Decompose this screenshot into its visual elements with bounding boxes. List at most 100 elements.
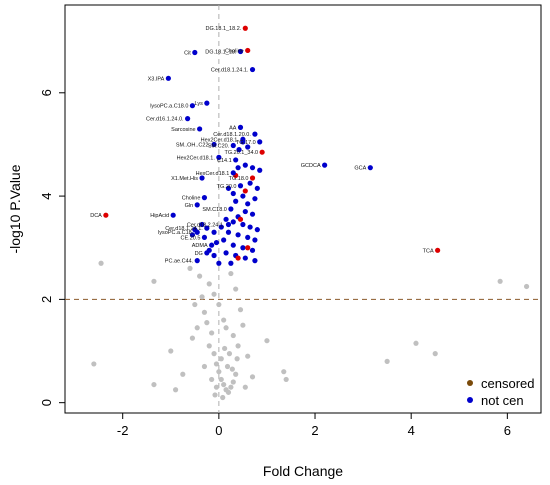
point-labels: DG.18.1_18.2.Cit DG.18.1_18.CholineCer.d1… <box>90 26 434 264</box>
data-point <box>230 142 236 149</box>
data-point <box>189 232 196 238</box>
data-point <box>201 234 208 241</box>
data-point <box>221 381 227 388</box>
y-tick-label: 2 <box>39 296 54 303</box>
data-point <box>497 278 503 284</box>
data-point <box>245 201 251 207</box>
plot-frame <box>64 4 542 414</box>
data-point <box>225 389 232 395</box>
data-point <box>223 250 229 256</box>
data-point <box>220 394 226 401</box>
data-point <box>180 371 186 377</box>
data-point <box>233 157 239 163</box>
data-point <box>229 366 235 372</box>
data-point <box>228 384 234 390</box>
data-point <box>283 376 289 383</box>
data-point <box>199 221 205 228</box>
data-point <box>230 379 236 385</box>
data-point <box>249 165 256 171</box>
data-point <box>213 239 220 246</box>
data-point <box>237 216 244 222</box>
point-label: X1.Met.His <box>171 176 198 182</box>
data-point <box>165 75 171 81</box>
data-point <box>199 294 205 300</box>
point-label: Cer.d18.2.24.1. <box>187 222 225 228</box>
data-point <box>225 221 232 228</box>
data-point <box>249 66 256 73</box>
data-point <box>211 291 217 297</box>
data-point <box>151 278 157 284</box>
x-tick-label: 0 <box>215 423 222 438</box>
data-point <box>192 301 198 308</box>
data-point <box>221 317 227 323</box>
data-point <box>237 48 244 55</box>
point-label: HexCer.d18.1 <box>196 171 230 177</box>
point-label: Cer.d16.1.24.0. <box>146 117 184 123</box>
data-point <box>242 162 248 168</box>
point-label: AA <box>229 125 237 131</box>
point-label: GCDCA <box>301 163 321 169</box>
data-point <box>242 384 248 390</box>
data-point <box>211 141 217 148</box>
data-point <box>252 237 258 243</box>
data-point <box>189 335 196 341</box>
data-point <box>247 180 253 186</box>
data-point <box>216 154 222 160</box>
data-point <box>240 322 246 328</box>
data-point <box>257 167 263 173</box>
data-point <box>523 283 530 290</box>
data-point <box>212 392 218 398</box>
data-point <box>211 229 217 235</box>
data-point <box>197 126 203 132</box>
data-point <box>194 258 200 264</box>
point-label: Gln <box>185 203 194 209</box>
data-point <box>242 188 248 194</box>
data-point <box>254 227 260 233</box>
legend-not-cen-marker <box>467 397 473 403</box>
data-point <box>221 237 227 243</box>
data-point <box>204 250 210 256</box>
data-point <box>257 139 263 145</box>
data-point <box>197 273 203 279</box>
data-point <box>240 136 246 142</box>
point-label: ADMA <box>192 243 208 249</box>
data-point <box>237 307 244 313</box>
point-label: HipAcid <box>150 213 169 219</box>
point-label: Sarcosine <box>171 127 195 133</box>
colored-points <box>103 25 441 266</box>
data-point <box>252 131 258 137</box>
data-point <box>413 340 419 346</box>
data-point <box>199 175 205 181</box>
data-point <box>204 225 210 231</box>
y-tick-label: 4 <box>39 192 54 199</box>
data-point <box>259 149 265 155</box>
data-point <box>240 193 246 199</box>
data-point <box>242 25 248 31</box>
data-point <box>201 363 208 370</box>
point-label: lysoPC.a.C18. <box>158 230 194 236</box>
point-label: TG.20.1_34.0 <box>224 150 258 156</box>
legend-not-cen-label: not cen <box>481 393 524 408</box>
data-point <box>192 49 198 56</box>
data-point <box>230 190 236 197</box>
data-point <box>228 270 234 277</box>
x-tick-label: 4 <box>408 423 415 438</box>
data-point <box>233 198 239 204</box>
data-point <box>249 374 256 380</box>
data-point <box>247 224 253 230</box>
point-label: Hex2Cer.d18.1. <box>201 137 240 143</box>
data-point <box>240 245 246 251</box>
data-point <box>249 211 256 217</box>
point-label: X3.IPA <box>148 76 165 82</box>
data-point <box>230 170 236 176</box>
data-point <box>201 309 208 315</box>
point-label: Choline <box>182 196 201 202</box>
data-point <box>194 325 200 331</box>
data-point <box>201 195 208 201</box>
point-label: Choline <box>225 48 244 54</box>
data-point <box>216 369 222 375</box>
x-tick-label: -2 <box>117 423 129 438</box>
data-point <box>225 185 232 191</box>
y-tick-label: 6 <box>39 89 54 96</box>
x-axis: -2 0 2 4 6 <box>117 413 511 438</box>
